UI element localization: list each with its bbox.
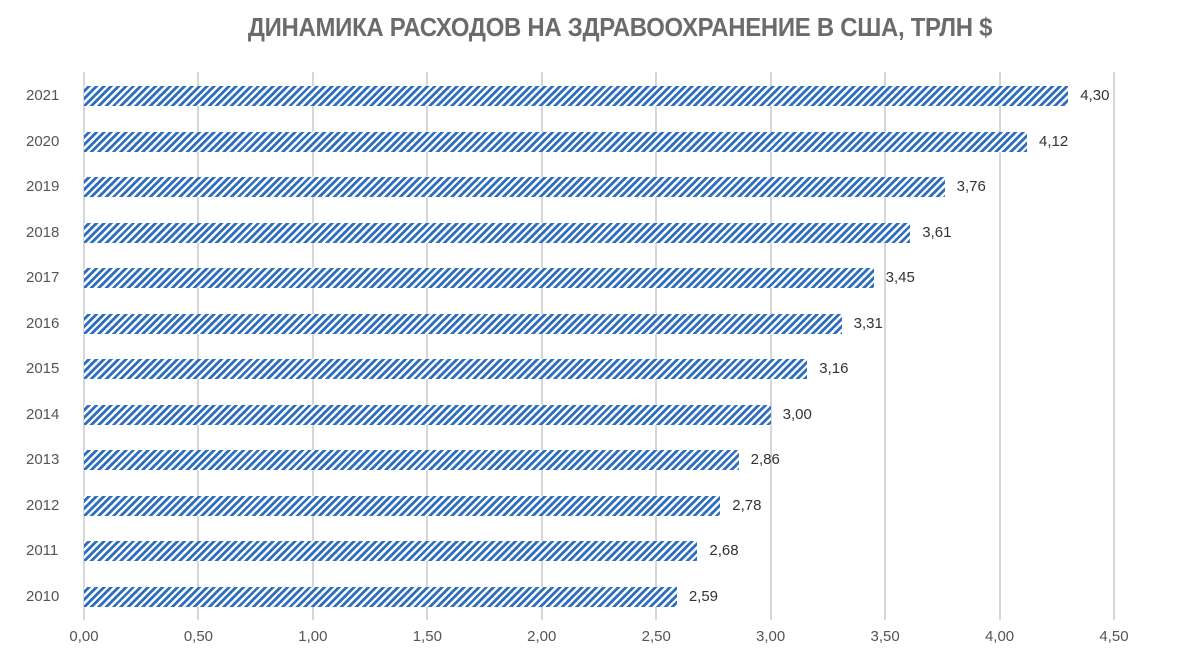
bar: [84, 404, 771, 425]
bar: [84, 586, 677, 607]
data-label: 2,86: [750, 451, 780, 468]
chart-title: ДИНАМИКА РАСХОДОВ НА ЗДРАВООХРАНЕНИЕ В С…: [247, 12, 993, 42]
bar: [84, 131, 1028, 152]
y-axis-label: 2021: [26, 87, 60, 104]
x-axis-tick-label: 2,50: [641, 628, 671, 645]
bar: [84, 495, 721, 516]
x-axis-tick-label: 0,50: [183, 628, 214, 645]
gridline: [769, 72, 772, 620]
bar: [84, 313, 842, 334]
bar: [84, 268, 874, 288]
data-label: 2,78: [732, 496, 762, 514]
gridline: [197, 72, 200, 620]
gridline: [884, 72, 887, 620]
x-axis-tick-label: 3,50: [870, 628, 900, 645]
y-axis-label: 2020: [26, 132, 60, 150]
y-axis-label: 2016: [26, 314, 60, 332]
bar: [84, 222, 911, 243]
data-label: 3,16: [819, 360, 849, 377]
y-axis-label: 2012: [26, 496, 60, 514]
gridline: [426, 72, 429, 620]
bar: [84, 541, 698, 561]
x-axis-tick-label: 2,00: [527, 628, 557, 645]
gridline: [83, 72, 85, 620]
gridline: [655, 72, 658, 620]
data-label: 2,68: [709, 542, 739, 559]
data-label: 3,61: [922, 223, 952, 241]
data-label: 3,31: [853, 314, 883, 332]
y-axis-label: 2013: [26, 451, 60, 468]
bar: [84, 177, 945, 197]
x-axis-tick-label: 1,50: [412, 628, 442, 645]
y-axis-label: 2017: [26, 269, 60, 286]
x-axis-tick-label: 4,50: [1099, 628, 1129, 645]
bar: [84, 450, 739, 470]
data-label: 3,76: [956, 178, 986, 195]
data-label: 3,00: [782, 405, 812, 423]
data-label: 4,30: [1080, 87, 1110, 104]
x-axis-tick-label: 0,00: [69, 628, 99, 645]
x-axis-tick-label: 4,00: [984, 628, 1015, 645]
x-axis-tick-label: 1,00: [298, 628, 328, 645]
gridline: [998, 72, 1001, 620]
gridline: [311, 72, 314, 620]
plot-area: 4,30 4,12 3,76 3,61 3,45 3,31 3,16 3,00 2,86 2,78…: [83, 72, 1115, 620]
y-axis-label: 2018: [26, 223, 60, 241]
data-label: 4,12: [1039, 132, 1069, 150]
y-axis-label: 2015: [26, 360, 60, 377]
y-axis-label: 2011: [26, 542, 59, 559]
y-axis-label: 2010: [26, 587, 60, 605]
data-label: 3,45: [885, 269, 915, 286]
data-label: 2,59: [688, 587, 719, 605]
gridline: [540, 72, 543, 620]
bar: [84, 359, 808, 379]
y-axis-label: 2019: [26, 178, 60, 195]
y-axis-label: 2014: [26, 405, 60, 423]
gridline: [1113, 72, 1115, 620]
x-axis-tick-label: 3,00: [756, 628, 786, 645]
bar: [84, 86, 1069, 106]
